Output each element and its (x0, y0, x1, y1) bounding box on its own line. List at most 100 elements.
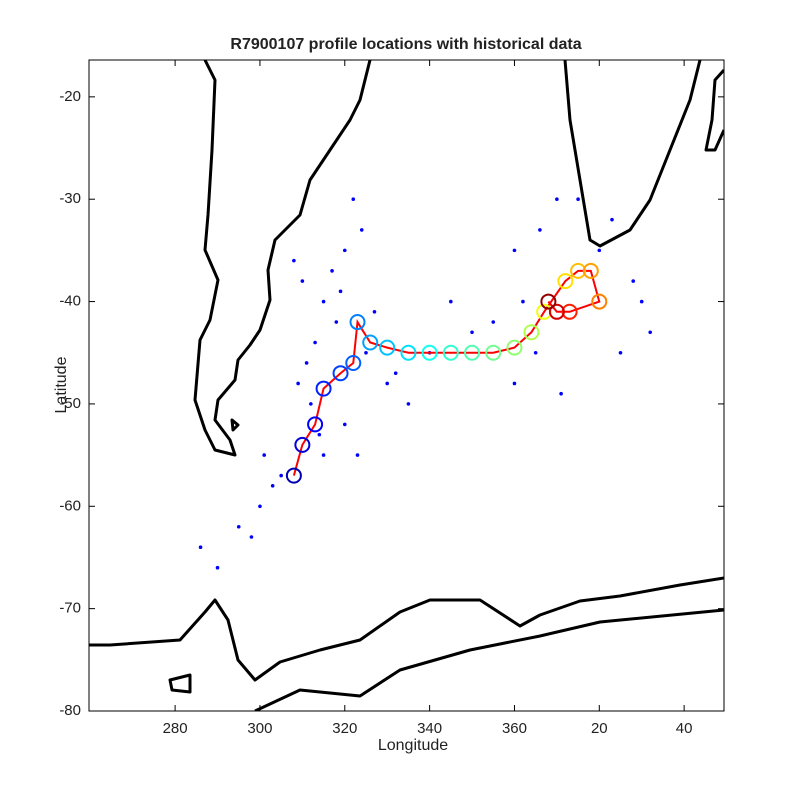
historical-point (533, 350, 538, 355)
historical-point (321, 299, 326, 304)
historical-point (372, 310, 377, 314)
historical-point (342, 422, 347, 427)
historical-point (393, 371, 398, 376)
historical-point (215, 565, 220, 570)
historical-point (249, 535, 254, 539)
historical-point (639, 299, 644, 304)
y-tick-label: -80 (59, 702, 81, 719)
historical-point (406, 402, 411, 406)
coastlines (89, 60, 724, 711)
historical-point (648, 330, 652, 335)
historical-point (355, 453, 360, 457)
historical-point (236, 524, 241, 529)
historical-point (317, 432, 322, 437)
historical-point (385, 381, 389, 386)
profile-point (582, 262, 599, 279)
profile-point (294, 436, 311, 453)
chart-title: R7900107 profile locations with historic… (230, 36, 581, 53)
historical-point (618, 350, 623, 355)
historical-point (512, 381, 517, 386)
historical-point (538, 228, 542, 232)
profile-point (570, 262, 587, 279)
coastline-island (168, 673, 192, 694)
coastline-island (230, 418, 240, 432)
historical-point (555, 197, 559, 202)
historical-point (631, 279, 636, 283)
y-tick-label: -50 (59, 395, 81, 412)
x-tick-label: 320 (332, 720, 357, 737)
y-tick-label: -30 (59, 190, 81, 207)
historical-point (304, 361, 309, 365)
profile-point (485, 344, 502, 361)
coastline-south-america (193, 60, 372, 457)
historical-point (512, 248, 517, 253)
profile-point (345, 354, 362, 371)
historical-point (330, 269, 334, 273)
profile-point (591, 293, 608, 310)
coastline-madagascar (704, 68, 724, 152)
profile-point (540, 293, 557, 310)
profile-point (557, 273, 574, 290)
profile-point (285, 467, 302, 484)
y-axis-label: Latitude (53, 356, 70, 413)
historical-point (270, 484, 275, 488)
profile-point (536, 303, 553, 320)
profile-point (307, 416, 324, 433)
historical-point (198, 545, 203, 550)
historical-point (279, 473, 283, 478)
historical-point (262, 453, 266, 457)
historical-point (258, 504, 262, 509)
profile-point (315, 380, 332, 397)
historical-point (300, 279, 305, 283)
x-tick-label: 360 (502, 720, 527, 737)
profile-point (332, 365, 349, 382)
historical-point (292, 258, 296, 263)
profile-point (523, 324, 540, 341)
historical-point (359, 228, 364, 232)
profile-point (561, 303, 578, 320)
historical-point (597, 248, 602, 253)
x-tick-label: 280 (163, 720, 188, 737)
coastline-africa (563, 60, 702, 248)
historical-point (338, 289, 343, 294)
x-tick-label: 300 (247, 720, 272, 737)
historical-point (491, 320, 496, 324)
float-track (292, 269, 601, 476)
historical-point (364, 350, 368, 355)
historical-point (521, 299, 525, 304)
profile-point (548, 303, 565, 320)
historical-point (351, 197, 356, 202)
historical-point (313, 340, 317, 345)
y-tick-label: -70 (59, 600, 81, 617)
x-axis-label: Longitude (378, 737, 448, 754)
historical-point (576, 197, 580, 202)
historical-point (334, 320, 339, 324)
profile-point (464, 344, 481, 361)
historical-point (470, 330, 474, 335)
x-tick-label: 20 (591, 720, 608, 737)
x-tick-label: 40 (676, 720, 693, 737)
historical-point (309, 402, 313, 406)
historical-point (321, 453, 326, 457)
plot-frame (88, 59, 725, 712)
historical-point (342, 248, 347, 253)
profile-point (506, 339, 523, 356)
profile-point (421, 344, 438, 361)
profile-point (379, 339, 396, 356)
profile-point (400, 344, 417, 361)
coastline-antarctica-shelf (254, 608, 724, 711)
historical-point (296, 381, 300, 386)
coastline-antarctica (89, 576, 724, 682)
profile-point (442, 344, 459, 361)
historical-point (449, 299, 453, 304)
profile-point (349, 314, 366, 331)
y-tick-label: -60 (59, 497, 81, 514)
historical-point (559, 391, 563, 396)
y-tick-label: -40 (59, 293, 81, 310)
y-tick-label: -20 (59, 88, 81, 105)
profile-point (362, 334, 379, 351)
x-tick-label: 340 (417, 720, 442, 737)
historical-point (610, 217, 614, 222)
